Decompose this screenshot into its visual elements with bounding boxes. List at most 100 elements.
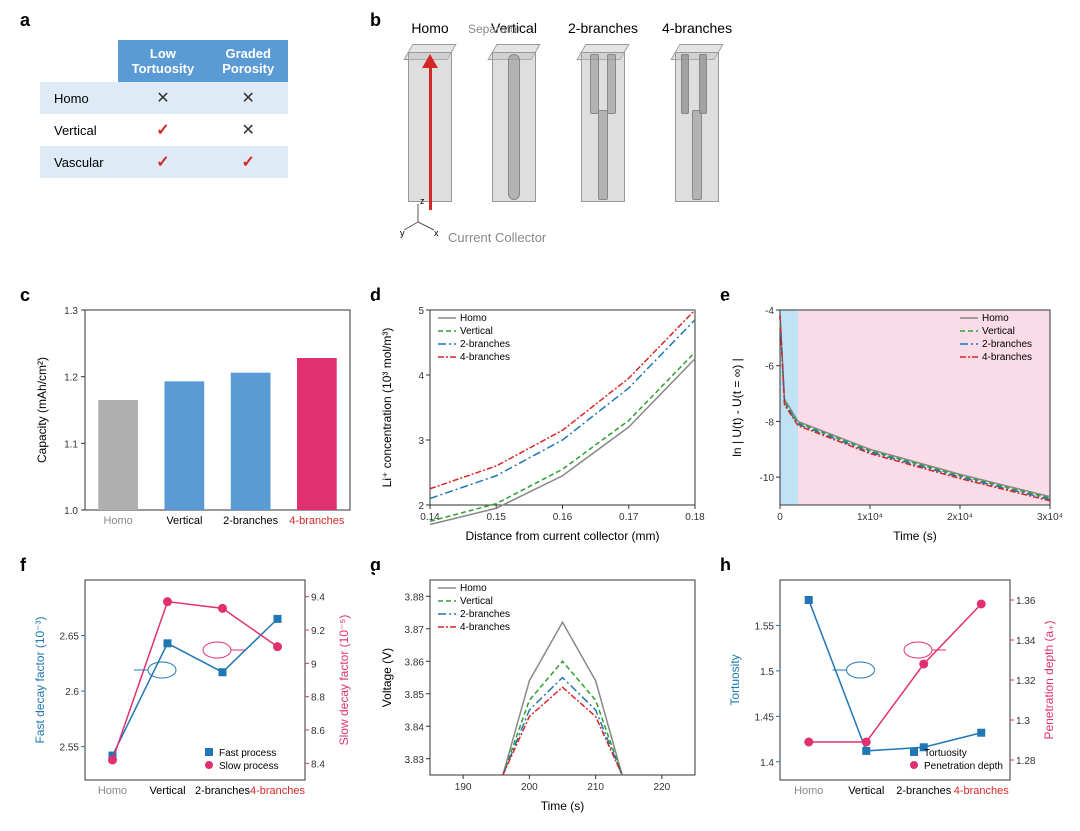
svg-text:4-branches: 4-branches [289, 515, 345, 527]
svg-text:3.88: 3.88 [405, 592, 425, 603]
svg-text:4-branches: 4-branches [982, 352, 1032, 363]
svg-text:-4: -4 [765, 306, 774, 317]
svg-text:1.4: 1.4 [760, 758, 774, 769]
svg-text:Homo: Homo [982, 313, 1009, 324]
svg-text:ln | U(t) - U(t = ∞) |: ln | U(t) - U(t = ∞) | [730, 358, 744, 456]
svg-text:2-branches: 2-branches [460, 609, 510, 620]
svg-text:5: 5 [418, 306, 424, 317]
separator-label: Separator [468, 22, 521, 36]
svg-text:-6: -6 [765, 362, 774, 373]
svg-text:1.1: 1.1 [64, 439, 78, 450]
svg-text:9.4: 9.4 [311, 593, 325, 604]
svg-text:4-branches: 4-branches [954, 785, 1010, 797]
svg-text:Penetration depth: Penetration depth [924, 761, 1003, 772]
svg-text:2-branches: 2-branches [460, 339, 510, 350]
svg-text:2.55: 2.55 [60, 743, 80, 754]
svg-text:2-branches: 2-branches [982, 339, 1032, 350]
svg-text:8.6: 8.6 [311, 726, 325, 737]
svg-text:Voltage (V): Voltage (V) [380, 648, 394, 707]
svg-text:Vertical: Vertical [460, 326, 493, 337]
panel-e-line-chart: 0 1x10⁴ 2x10⁴ 3x10⁴ -10 -8 -6 -4 Time (s) ln | U(… [725, 300, 1065, 545]
svg-text:1.2: 1.2 [64, 373, 78, 384]
svg-text:2.65: 2.65 [60, 632, 80, 643]
svg-text:4-branches: 4-branches [460, 352, 510, 363]
svg-text:0.17: 0.17 [619, 512, 639, 523]
svg-text:z: z [420, 196, 425, 206]
svg-text:x: x [434, 228, 439, 238]
panel-g-line-chart: 1902002102203.833.843.853.863.873.88Time… [375, 570, 710, 815]
svg-text:4: 4 [418, 371, 424, 382]
svg-text:Vertical: Vertical [848, 785, 884, 797]
panel-b-models: Separator HomoxyzVertical2-branches4-bra… [400, 20, 1060, 210]
svg-text:Vertical: Vertical [460, 596, 493, 607]
svg-text:Distance from current collecto: Distance from current collector (mm) [465, 529, 659, 543]
svg-text:3.83: 3.83 [405, 755, 425, 766]
svg-text:Vertical: Vertical [166, 515, 202, 527]
svg-text:1.28: 1.28 [1016, 756, 1036, 767]
panel-a-table: Low TortuosityGraded PorosityHomo✕✕Verti… [40, 40, 288, 178]
svg-text:2x10⁴: 2x10⁴ [947, 512, 973, 523]
svg-text:3.86: 3.86 [405, 657, 425, 668]
svg-text:2-branches: 2-branches [195, 785, 251, 797]
svg-text:Homo: Homo [103, 515, 132, 527]
svg-text:Li⁺ concentration (10³ mol/m³): Li⁺ concentration (10³ mol/m³) [380, 328, 394, 488]
svg-text:1.36: 1.36 [1016, 596, 1036, 607]
svg-text:Homo: Homo [460, 313, 487, 324]
panel-f-dual-chart: 2.55 2.6 2.65 8.4 8.6 8.8 9 9.2 9.4 Homo Vertical 2… [30, 570, 360, 815]
svg-text:Penetration depth (a₊): Penetration depth (a₊) [1042, 620, 1056, 739]
svg-text:3: 3 [418, 436, 424, 447]
svg-text:2-branches: 2-branches [223, 515, 279, 527]
svg-text:3.87: 3.87 [405, 625, 425, 636]
svg-text:1.3: 1.3 [64, 306, 78, 317]
svg-text:4-branches: 4-branches [460, 622, 510, 633]
svg-text:1.55: 1.55 [755, 621, 775, 632]
svg-text:0.16: 0.16 [553, 512, 573, 523]
svg-text:-8: -8 [765, 417, 774, 428]
panel-h-dual-chart: 1.4 1.45 1.5 1.55 1.28 1.3 1.32 1.34 1.36 Homo Ver… [725, 570, 1065, 815]
svg-text:0.18: 0.18 [685, 512, 705, 523]
svg-text:2-branches: 2-branches [896, 785, 952, 797]
label-f: f [20, 555, 26, 576]
svg-text:Homo: Homo [98, 785, 127, 797]
svg-text:1.34: 1.34 [1016, 636, 1036, 647]
svg-text:Time (s): Time (s) [893, 529, 937, 543]
panel-c-bar-chart: 1.0 1.1 1.2 1.3 Homo Vertical 2-branches 4-bran… [30, 300, 360, 545]
label-a: a [20, 10, 30, 31]
svg-text:200: 200 [521, 782, 538, 793]
svg-text:Homo: Homo [794, 785, 823, 797]
svg-text:Vertical: Vertical [982, 326, 1015, 337]
svg-text:0.15: 0.15 [487, 512, 507, 523]
panel-d-line-chart: 0.140.150.160.170.182345Distance from cu… [375, 300, 710, 545]
svg-text:Slow decay factor (10⁻⁵): Slow decay factor (10⁻⁵) [337, 615, 351, 746]
svg-text:1.3: 1.3 [1016, 716, 1030, 727]
svg-text:1.0: 1.0 [64, 506, 78, 517]
svg-text:1.32: 1.32 [1016, 676, 1036, 687]
svg-text:2.6: 2.6 [65, 687, 79, 698]
svg-text:9.2: 9.2 [311, 626, 325, 637]
svg-text:3.85: 3.85 [405, 690, 425, 701]
svg-text:190: 190 [455, 782, 472, 793]
svg-text:0: 0 [777, 512, 783, 523]
svg-text:8.8: 8.8 [311, 693, 325, 704]
svg-text:4-branches: 4-branches [250, 785, 306, 797]
svg-text:9: 9 [311, 659, 317, 670]
svg-text:Tortuosity: Tortuosity [924, 748, 967, 759]
svg-text:3x10⁴: 3x10⁴ [1037, 512, 1063, 523]
svg-text:Fast decay factor (10⁻³): Fast decay factor (10⁻³) [33, 616, 47, 743]
svg-text:Fast process: Fast process [219, 748, 276, 759]
collector-label: Current Collector [448, 230, 546, 245]
svg-text:1.5: 1.5 [760, 667, 774, 678]
svg-text:Capacity (mAh/cm²): Capacity (mAh/cm²) [35, 357, 49, 463]
svg-text:8.4: 8.4 [311, 759, 325, 770]
label-c: c [20, 285, 30, 306]
svg-text:Tortuosity: Tortuosity [728, 654, 742, 705]
svg-text:1.45: 1.45 [755, 712, 775, 723]
svg-text:Homo: Homo [460, 583, 487, 594]
svg-text:Time (s): Time (s) [541, 799, 585, 813]
svg-text:2: 2 [418, 501, 424, 512]
svg-text:3.84: 3.84 [405, 722, 425, 733]
svg-text:Vertical: Vertical [149, 785, 185, 797]
svg-text:220: 220 [654, 782, 671, 793]
svg-text:1x10⁴: 1x10⁴ [857, 512, 883, 523]
svg-text:-10: -10 [760, 473, 775, 484]
